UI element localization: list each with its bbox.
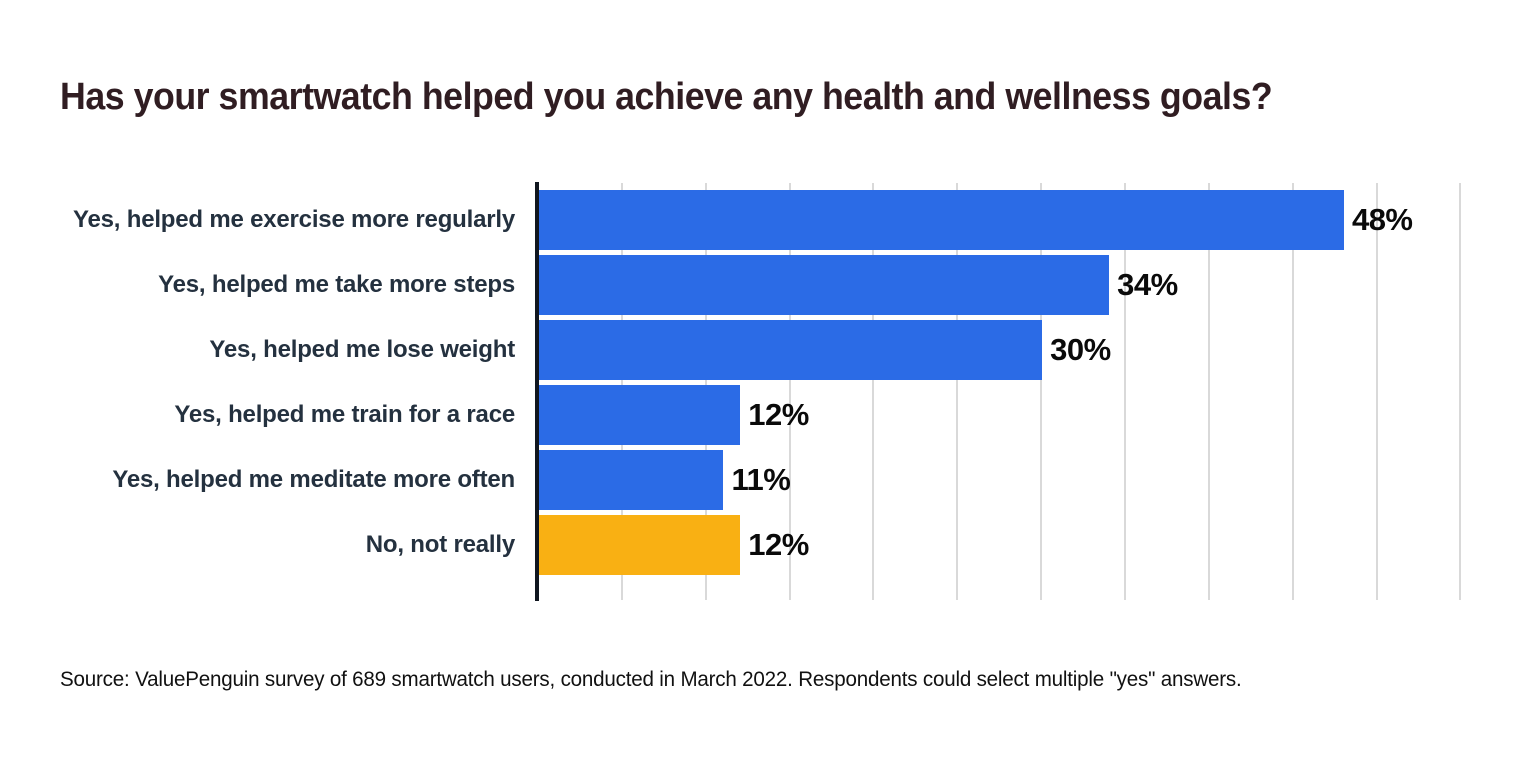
gridline [872,183,875,600]
gridline [1375,183,1378,600]
category-label: Yes, helped me lose weight [209,336,515,363]
value-label: 48% [1351,202,1413,237]
bar [539,190,1344,250]
gridline [1291,183,1294,600]
category-label-column: Yes, helped me exercise more regularly Ye… [0,183,515,600]
chart-title: Has your smartwatch helped you achieve a… [60,76,1273,118]
gridline [1040,183,1043,600]
category-label: No, not really [365,531,515,558]
value-label: 12% [748,397,809,432]
value-label: 34% [1117,267,1178,302]
category-label: Yes, helped me meditate more often [112,466,515,493]
value-label: 12% [748,527,809,562]
value-label: 11% [731,462,791,497]
category-label: Yes, helped me exercise more regularly [73,206,515,233]
source-note: Source: ValuePenguin survey of 689 smart… [60,668,1242,691]
category-label: Yes, helped me take more steps [158,271,515,298]
gridline [788,183,791,600]
bar [539,515,741,575]
category-label: Yes, helped me train for a race [174,401,515,428]
bar [539,255,1110,315]
bar [539,385,741,445]
gridline [1207,183,1210,600]
gridline [1459,183,1462,600]
plot-area: 48% 34% 30% 12% 11% 12% [535,182,1520,601]
bar [539,450,724,510]
y-axis-line [535,182,539,601]
bar [539,320,1043,380]
gridline [1123,183,1126,600]
gridline [956,183,959,600]
value-label: 30% [1050,332,1111,367]
